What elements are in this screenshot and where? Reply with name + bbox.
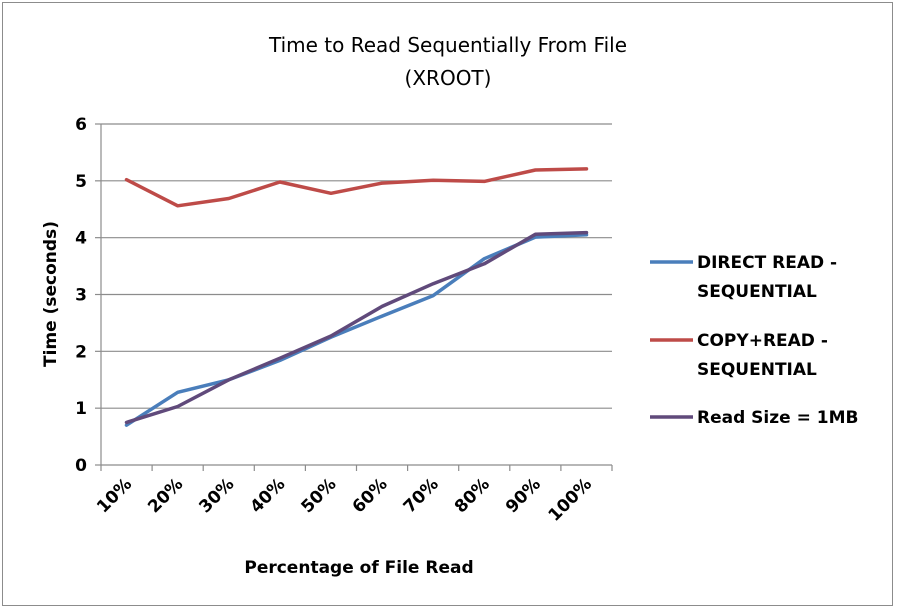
y-tick-label: 1 (75, 399, 87, 419)
chart-title-line-2: (XROOT) (405, 66, 492, 90)
y-axis-label: Time (seconds) (41, 221, 61, 367)
chart-title: Time to Read Sequentially From File (XRO… (268, 33, 627, 90)
x-tick-label: 30% (195, 474, 238, 517)
legend-label-1: SEQUENTIAL (697, 282, 817, 302)
x-tick-label: 60% (349, 474, 392, 517)
x-tick-label: 20% (144, 474, 187, 517)
x-tick-label: 80% (451, 474, 494, 517)
chart-title-line-1: Time to Read Sequentially From File (268, 33, 627, 57)
x-tick-label: 10% (93, 474, 136, 517)
gridlines (101, 123, 612, 409)
series-lines (124, 167, 589, 427)
y-tick-label: 2 (75, 342, 87, 362)
x-tick-label: 90% (502, 474, 545, 517)
y-tick-label: 3 (75, 286, 87, 306)
series-line-2 (124, 167, 589, 208)
x-tick-label: 70% (400, 474, 443, 517)
legend-label-2: SEQUENTIAL (697, 360, 817, 380)
legend-label-3: Read Size = 1MB (697, 408, 858, 428)
x-axis-label: Percentage of File Read (244, 558, 473, 578)
y-tick-label: 6 (75, 115, 87, 135)
series-line-3 (124, 230, 589, 425)
x-tick-label: 100% (545, 474, 596, 525)
y-tick-label: 0 (75, 456, 87, 476)
x-tick-label: 40% (246, 474, 289, 517)
x-tick-labels: 10% 20% 30% 40% 50% 60% 70% 80% 90% 100% (93, 474, 596, 525)
legend: DIRECT READ - SEQUENTIAL COPY+READ - SEQUEN… (650, 253, 858, 428)
y-tick-label: 5 (75, 172, 87, 192)
legend-label-1: DIRECT READ - (697, 253, 837, 273)
x-tick-label: 50% (298, 474, 341, 517)
y-tick-labels: 0 1 2 3 4 5 6 (75, 115, 87, 476)
axes (95, 123, 613, 471)
y-tick-label: 4 (75, 229, 87, 249)
legend-label-2: COPY+READ - (697, 331, 828, 351)
